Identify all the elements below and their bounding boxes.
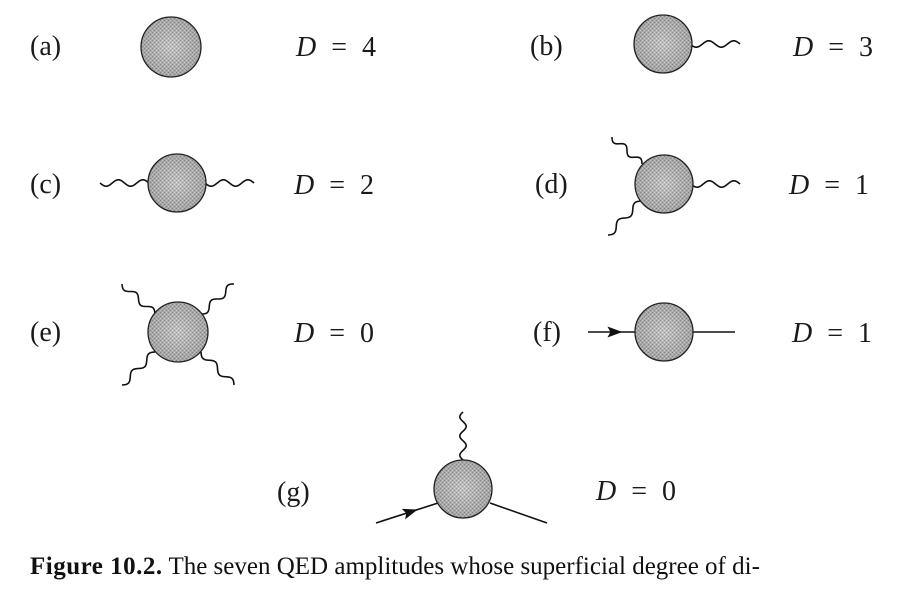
blob-shading: [634, 15, 692, 73]
degree-value: 4: [362, 32, 376, 63]
equals-sign: =: [827, 318, 843, 349]
equals-sign: =: [329, 318, 345, 349]
degree-equation: D = 0: [293, 318, 374, 349]
degree-symbol: D: [788, 170, 809, 201]
degree-equation: D = 3: [792, 32, 873, 63]
degree-symbol: D: [293, 318, 314, 349]
equals-sign: =: [329, 170, 345, 201]
blob-shading: [148, 302, 208, 362]
fermion-line: [489, 502, 548, 524]
degree-symbol: D: [295, 32, 316, 63]
fermion-arrow: [401, 508, 418, 520]
equals-sign: =: [828, 32, 844, 63]
blob-shading: [141, 17, 201, 77]
photon-line: [689, 40, 741, 48]
equals-sign: =: [331, 32, 347, 63]
diagram-a: (a) D = 4: [30, 16, 376, 78]
blob-vertex: [121, 283, 235, 386]
degree-value: 1: [858, 318, 872, 349]
photon-line: [690, 180, 741, 188]
degree-symbol: D: [792, 32, 813, 63]
degree-symbol: D: [293, 170, 314, 201]
diagram-f: (f) D = 1: [533, 302, 872, 362]
degree-equation: D = 0: [595, 476, 676, 507]
photon-line: [200, 283, 235, 315]
figure-caption: Figure 10.2. The seven QED amplitudes wh…: [30, 553, 890, 581]
photon-line: [607, 200, 642, 236]
degree-equation: D = 4: [295, 32, 376, 63]
equals-sign: =: [631, 476, 647, 507]
diagram-b: (b) D = 3: [530, 14, 873, 74]
diagram-label: (d): [535, 169, 568, 200]
diagram-label: (c): [30, 169, 61, 200]
degree-value: 0: [662, 476, 676, 507]
degree-equation: D = 1: [791, 318, 872, 349]
blob-shading: [434, 460, 492, 518]
diagram-c: (c) D = 2: [30, 153, 374, 213]
degree-equation: D = 2: [293, 170, 374, 201]
photon-line: [121, 283, 156, 315]
diagram-label: (f): [533, 317, 561, 348]
fermion-arrow: [607, 326, 623, 338]
degree-equation: D = 1: [788, 170, 869, 201]
caption-text: The seven QED amplitudes whose superfici…: [168, 553, 760, 580]
blob-shading: [148, 154, 206, 212]
degree-value: 1: [855, 170, 869, 201]
photon-line: [611, 136, 643, 165]
photon-line: [200, 351, 235, 386]
blob-shading: [635, 303, 693, 361]
photon-line: [99, 179, 150, 187]
photon-line: [121, 351, 156, 386]
degree-symbol: D: [791, 318, 812, 349]
photon-line: [458, 411, 468, 461]
degree-value: 0: [360, 318, 374, 349]
blob-vertex: [588, 302, 735, 362]
diagram-label: (b): [530, 31, 563, 62]
diagram-d: (d) D = 1: [535, 136, 869, 236]
diagram-g: (g) D = 0: [277, 411, 676, 524]
equals-sign: =: [824, 170, 840, 201]
blob-vertex: [99, 153, 255, 213]
diagram-e: (e) D = 0: [30, 283, 374, 386]
blob-shading: [635, 155, 693, 213]
diagram-label: (a): [30, 31, 61, 62]
degree-value: 2: [360, 170, 374, 201]
blob-vertex: [633, 14, 741, 74]
degree-symbol: D: [595, 476, 616, 507]
diagram-label: (e): [30, 317, 61, 348]
blob-vertex: [140, 16, 202, 78]
photon-line: [204, 179, 255, 187]
blob-vertex: [375, 411, 548, 524]
diagram-label: (g): [277, 477, 310, 508]
caption-label: Figure 10.2.: [30, 553, 163, 580]
degree-value: 3: [859, 32, 873, 63]
blob-vertex: [607, 136, 741, 236]
